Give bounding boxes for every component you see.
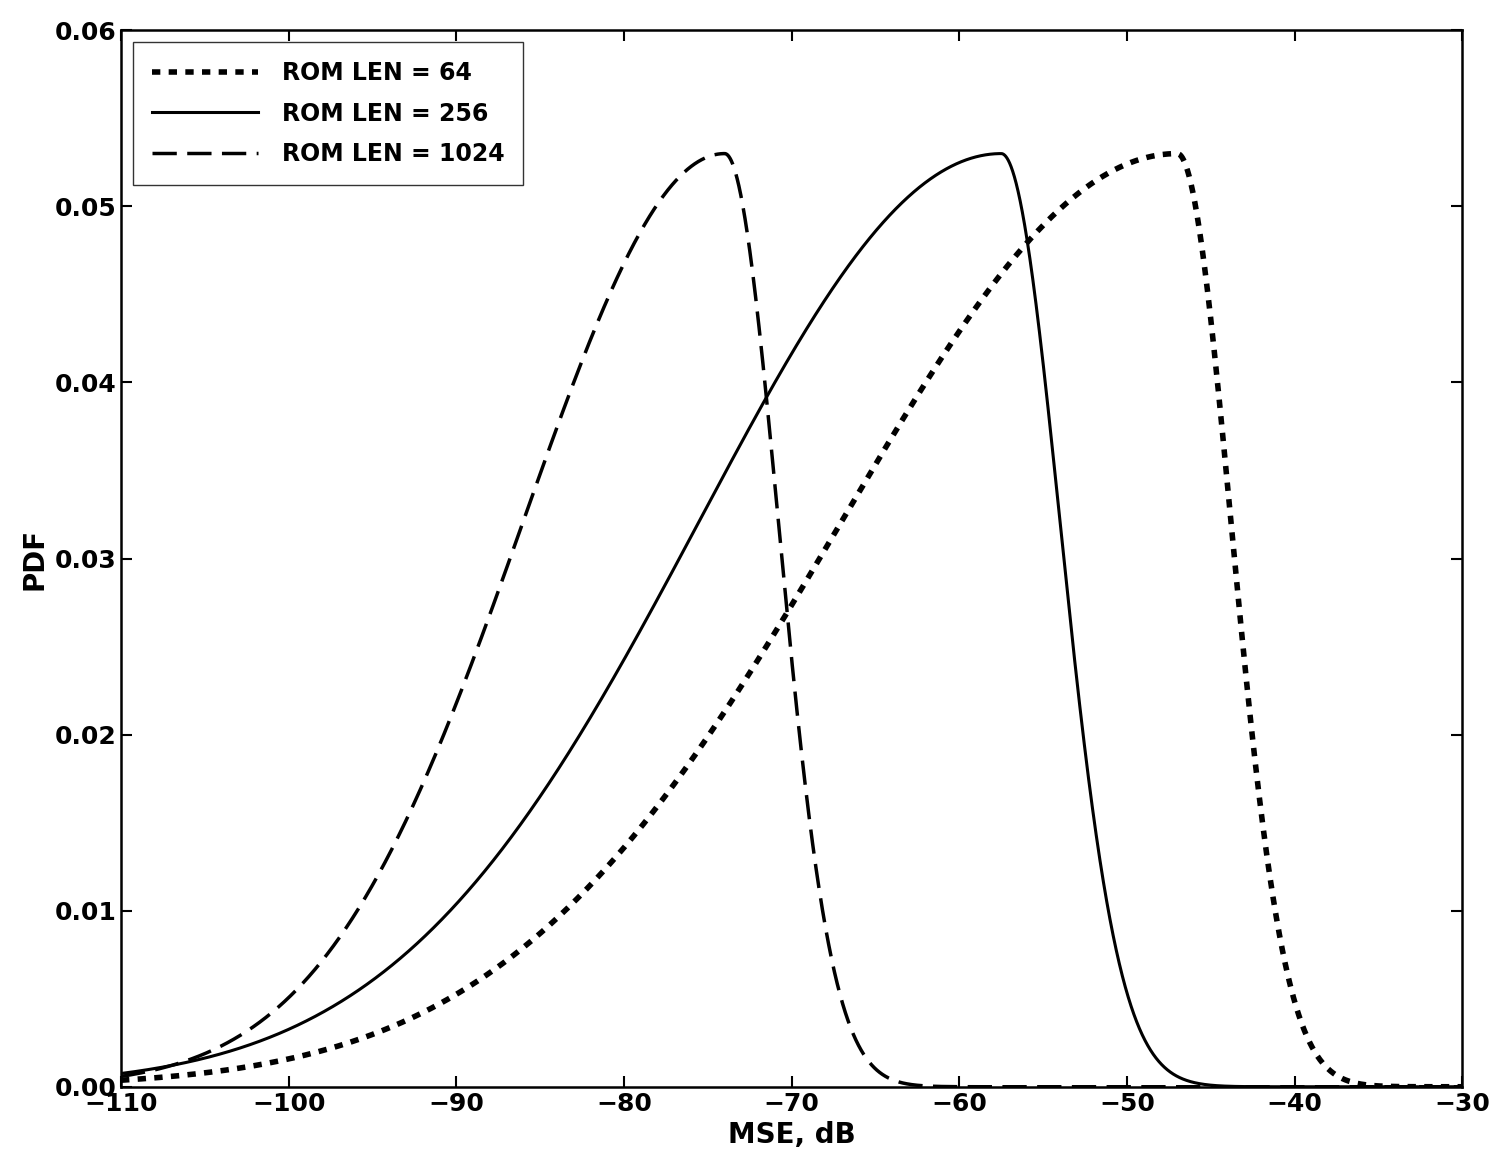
ROM LEN = 1024 xyxy=(1410,1080,1428,1094)
ROM LEN = 256 xyxy=(1487,1080,1505,1094)
ROM LEN = 1024 xyxy=(1487,1080,1505,1094)
Line: ROM LEN = 256: ROM LEN = 256 xyxy=(38,153,1496,1087)
X-axis label: MSE, dB: MSE, dB xyxy=(728,1121,855,1149)
ROM LEN = 1024 xyxy=(35,1076,53,1090)
ROM LEN = 256 xyxy=(29,1074,47,1088)
ROM LEN = 1024 xyxy=(29,1078,47,1092)
ROM LEN = 256 xyxy=(314,1005,332,1019)
ROM LEN = 1024 xyxy=(716,146,734,160)
Line: ROM LEN = 1024: ROM LEN = 1024 xyxy=(38,153,1496,1087)
ROM LEN = 64 xyxy=(742,665,760,679)
ROM LEN = 64 xyxy=(89,1074,107,1088)
ROM LEN = 1024 xyxy=(314,952,332,966)
Legend: ROM LEN = 64, ROM LEN = 256, ROM LEN = 1024: ROM LEN = 64, ROM LEN = 256, ROM LEN = 1… xyxy=(133,42,523,185)
ROM LEN = 256 xyxy=(115,1066,133,1080)
ROM LEN = 1024 xyxy=(115,1069,133,1083)
ROM LEN = 64 xyxy=(35,1076,53,1090)
ROM LEN = 64 xyxy=(314,1044,332,1058)
ROM LEN = 256 xyxy=(35,1074,53,1088)
Y-axis label: PDF: PDF xyxy=(21,528,48,590)
ROM LEN = 256 xyxy=(993,146,1011,160)
Line: ROM LEN = 64: ROM LEN = 64 xyxy=(38,153,1496,1087)
ROM LEN = 64 xyxy=(115,1073,133,1087)
ROM LEN = 1024 xyxy=(89,1073,107,1087)
ROM LEN = 64 xyxy=(29,1076,47,1090)
ROM LEN = 64 xyxy=(1168,146,1186,160)
ROM LEN = 64 xyxy=(1410,1080,1428,1094)
ROM LEN = 256 xyxy=(1410,1080,1428,1094)
ROM LEN = 256 xyxy=(742,419,760,433)
ROM LEN = 1024 xyxy=(742,248,760,262)
ROM LEN = 256 xyxy=(89,1069,107,1083)
ROM LEN = 64 xyxy=(1487,1080,1505,1094)
